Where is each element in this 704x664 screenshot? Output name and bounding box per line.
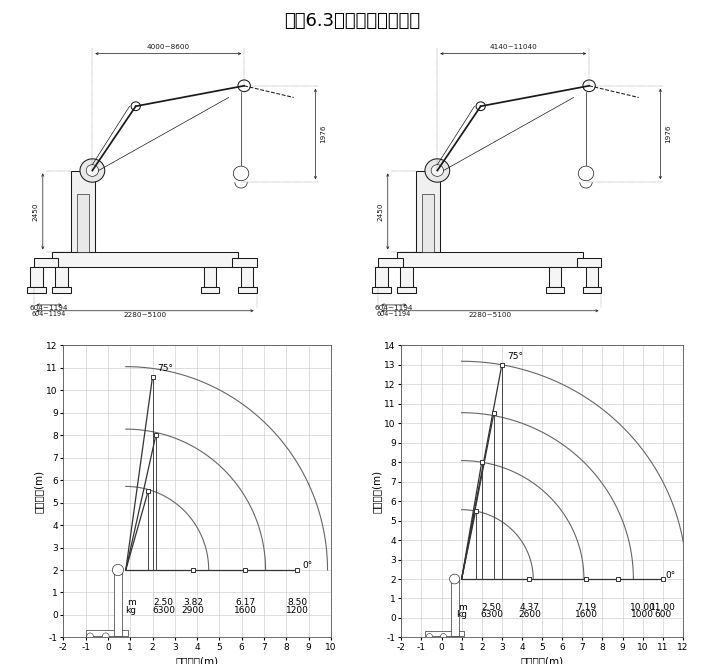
Circle shape xyxy=(86,165,99,177)
Text: 1976: 1976 xyxy=(320,125,326,143)
Circle shape xyxy=(102,633,109,639)
Text: 2600: 2600 xyxy=(518,610,541,619)
Bar xyxy=(77,194,89,252)
Bar xyxy=(397,252,583,267)
Bar xyxy=(34,258,58,267)
Text: 4000~8600: 4000~8600 xyxy=(146,44,190,50)
Text: 75°: 75° xyxy=(157,365,173,373)
Circle shape xyxy=(441,633,446,639)
Bar xyxy=(241,267,253,288)
Bar xyxy=(549,267,561,288)
Bar xyxy=(52,288,70,293)
Circle shape xyxy=(233,166,249,181)
Text: 604~1194: 604~1194 xyxy=(30,305,68,311)
Text: 11.00: 11.00 xyxy=(650,603,676,612)
Bar xyxy=(425,631,464,637)
Text: 1600: 1600 xyxy=(574,610,598,619)
Bar xyxy=(577,258,601,267)
Text: 1000: 1000 xyxy=(631,610,654,619)
Bar xyxy=(372,288,391,293)
Text: 75°: 75° xyxy=(507,352,523,361)
Circle shape xyxy=(476,102,485,111)
Text: 2900: 2900 xyxy=(182,606,205,614)
Bar xyxy=(583,288,601,293)
Bar xyxy=(201,288,220,293)
Bar xyxy=(546,288,565,293)
Bar xyxy=(27,288,46,293)
Text: kg: kg xyxy=(125,606,136,614)
Text: m: m xyxy=(458,603,467,612)
Text: 3.82: 3.82 xyxy=(183,598,203,607)
X-axis label: 工作幅度(m): 工作幅度(m) xyxy=(520,656,564,664)
Bar xyxy=(379,258,403,267)
Y-axis label: 起升高度(m): 起升高度(m) xyxy=(34,470,44,513)
Circle shape xyxy=(427,633,432,639)
Text: 2.50: 2.50 xyxy=(153,598,174,607)
Text: 604~1194: 604~1194 xyxy=(375,305,413,311)
Text: 1600: 1600 xyxy=(234,606,257,614)
Circle shape xyxy=(431,165,444,177)
Bar xyxy=(586,267,598,288)
Circle shape xyxy=(87,633,94,639)
Text: 2450: 2450 xyxy=(32,202,38,220)
Text: 10.00: 10.00 xyxy=(629,603,655,612)
Circle shape xyxy=(113,564,124,576)
Text: kg: kg xyxy=(455,610,467,619)
Circle shape xyxy=(583,80,596,92)
Text: 6300: 6300 xyxy=(152,606,175,614)
Circle shape xyxy=(131,102,140,111)
Bar xyxy=(113,571,122,636)
Bar xyxy=(232,258,256,267)
Text: 4140~11040: 4140~11040 xyxy=(489,44,537,50)
Text: 8.50: 8.50 xyxy=(287,598,308,607)
Text: 7.19: 7.19 xyxy=(576,603,596,612)
Y-axis label: 起升高度(m): 起升高度(m) xyxy=(372,470,382,513)
Text: 4.37: 4.37 xyxy=(520,603,539,612)
Text: 604~1194: 604~1194 xyxy=(32,311,66,317)
Bar xyxy=(55,267,68,288)
Text: m: m xyxy=(127,598,136,607)
Text: 0°: 0° xyxy=(302,561,312,570)
Bar xyxy=(238,288,256,293)
Circle shape xyxy=(80,159,105,182)
Bar xyxy=(451,580,458,637)
Bar xyxy=(86,629,128,636)
Text: 2.50: 2.50 xyxy=(482,603,502,612)
Bar xyxy=(400,267,413,288)
X-axis label: 工作幅度(m): 工作幅度(m) xyxy=(175,656,219,664)
Circle shape xyxy=(450,574,460,584)
Bar xyxy=(30,267,43,288)
Text: 2280~5100: 2280~5100 xyxy=(123,312,167,318)
Text: 2450: 2450 xyxy=(377,202,383,220)
Text: 2280~5100: 2280~5100 xyxy=(468,312,512,318)
Text: 604~1194: 604~1194 xyxy=(377,311,411,317)
Bar xyxy=(204,267,216,288)
Circle shape xyxy=(238,80,251,92)
Text: 600: 600 xyxy=(654,610,672,619)
Circle shape xyxy=(578,166,593,181)
Text: 1976: 1976 xyxy=(665,125,671,143)
Text: 6300: 6300 xyxy=(480,610,503,619)
Bar xyxy=(422,194,434,252)
Circle shape xyxy=(425,159,450,182)
Bar xyxy=(375,267,388,288)
Text: 徐兲6.3吨随车吊起重参数: 徐兲6.3吨随车吊起重参数 xyxy=(284,12,420,30)
Bar xyxy=(397,288,415,293)
Bar xyxy=(52,252,238,267)
Bar xyxy=(70,171,96,252)
Bar xyxy=(415,171,441,252)
Text: 6.17: 6.17 xyxy=(235,598,256,607)
Text: 0°: 0° xyxy=(666,570,676,580)
Text: 1200: 1200 xyxy=(286,606,309,614)
